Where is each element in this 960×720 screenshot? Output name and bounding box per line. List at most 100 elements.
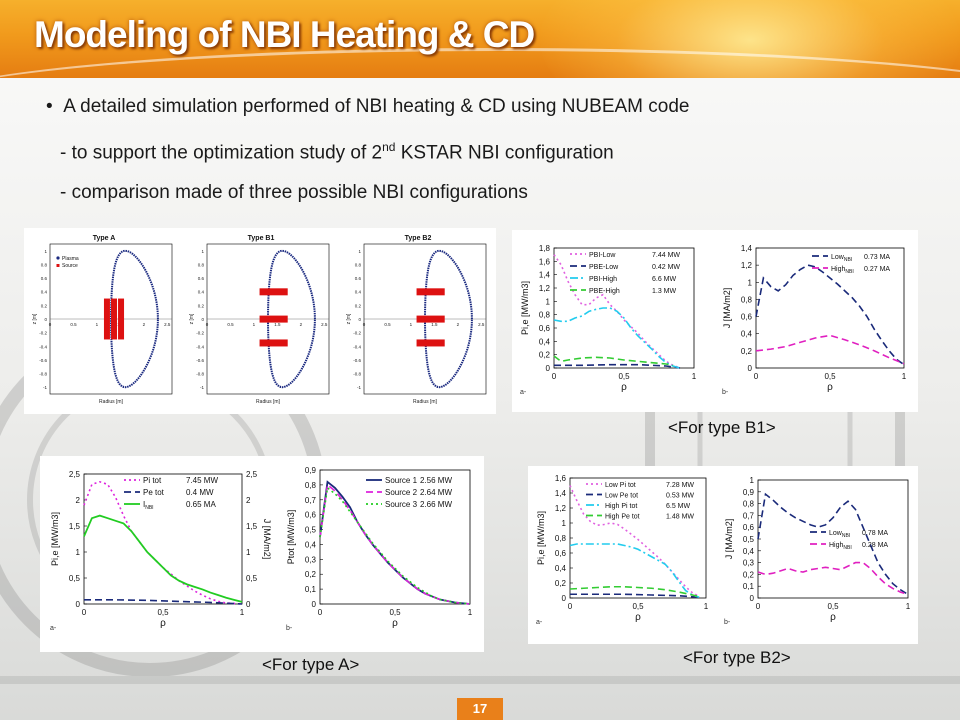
b2b-legend-value: 0.78 MA xyxy=(862,530,888,537)
aa-legend-sub: NBI xyxy=(145,505,153,511)
geom-ytick: -0.6 xyxy=(196,358,204,363)
b1b-ytick-label: 0,2 xyxy=(741,347,753,356)
aa-xtick-label: 0 xyxy=(82,608,87,617)
geom-ytick: 0 xyxy=(44,317,47,322)
geom-xtick: 2 xyxy=(143,322,146,327)
b2a-legend-label: Low Pe tot xyxy=(605,493,638,500)
b1a-ytick-label: 1,6 xyxy=(539,257,551,266)
b1b-xtick-label: 1 xyxy=(902,372,907,381)
geom-xtick: 0.5 xyxy=(70,322,77,327)
aa-legend-label: Pe tot xyxy=(143,488,165,497)
b1a-xaxis-label: ρ xyxy=(621,382,627,393)
b2b-ytick-label: 0,8 xyxy=(743,500,755,509)
aa-legend-label: Pi tot xyxy=(143,476,162,485)
b2b-ytick-label: 0 xyxy=(750,594,755,603)
geom-source-bar xyxy=(259,339,288,347)
ab-legend-value: 2.64 MW xyxy=(420,488,452,497)
geom-ytick: 0.6 xyxy=(198,276,205,281)
b1b-plot-frame xyxy=(755,247,905,369)
ab-ytick-label: 0,6 xyxy=(305,511,317,520)
caption-b1: <For type B1> xyxy=(668,418,776,437)
b2a-xtick-label: 1 xyxy=(704,602,709,611)
ab-xaxis-label: ρ xyxy=(392,618,398,629)
geom-ytick: 0 xyxy=(358,317,361,322)
ab-ytick-label: 0,7 xyxy=(305,496,317,505)
b1-figure: 0 0,2 0,4 0,6 0,8 1 1,2 1,4 1,6 1,8 0 0,5 1 ρ Pi,e [MW… xyxy=(512,230,918,412)
aa-yaxis-right-label: J [MA/m2] xyxy=(262,519,272,560)
b1b-series-line-2 xyxy=(755,334,905,365)
ab-ytick-label: 0,9 xyxy=(305,466,317,475)
b2a-legend-name: Low Pi tot xyxy=(605,482,636,489)
b1b-legend-label: LowNBI xyxy=(831,254,852,263)
b1a-legend-label: PBI-Low xyxy=(589,252,616,259)
b2b-legend-value: 0.28 MA xyxy=(862,542,888,549)
ab-ytick-label: 0 xyxy=(312,600,317,609)
geom-panel-title-1: Type A xyxy=(93,235,116,242)
b1b-ytick-label: 0,8 xyxy=(741,295,753,304)
geom-ytick: 0.8 xyxy=(41,262,48,267)
b1a-series-line-2 xyxy=(554,363,681,369)
b2a-ytick-label: 0,2 xyxy=(555,579,567,588)
geom-xtick: 1 xyxy=(96,322,99,327)
b1a-series-line-1 xyxy=(553,254,681,369)
b2a-xtick-label: 0,5 xyxy=(632,602,644,611)
ab-legend-name: Source 3 xyxy=(385,500,418,509)
geom-legend-plasma-marker xyxy=(56,256,60,260)
b2a-series-line-4 xyxy=(569,585,700,598)
aa-legend-name: I xyxy=(143,500,145,509)
b1b-legend-sub: NBI xyxy=(844,257,852,263)
aa-ytick-label: 2 xyxy=(76,496,81,505)
aa-ytick-right-label: 2 xyxy=(246,496,251,505)
aa-ytick-label: 1 xyxy=(76,548,81,557)
title-banner: Modeling of NBI Heating & CD xyxy=(0,0,960,78)
b2b-legend-name: High xyxy=(829,542,844,549)
b2a-xaxis-label: ρ xyxy=(635,612,641,623)
geom-ytick: -0.4 xyxy=(353,344,361,349)
b2-figure: 0 0,2 0,4 0,6 0,8 1 1,2 1,4 1,6 0 0,5 1 ρ Pi,e [MW/m3… xyxy=(528,466,918,644)
geom-panel-title-2: Type B1 xyxy=(248,235,275,242)
b1b-xtick-label: 0,5 xyxy=(824,372,836,381)
b2a-ytick-label: 0,4 xyxy=(555,564,567,573)
b2b-plot-frame xyxy=(757,479,909,599)
b2a-legend-value: 7.28 MW xyxy=(666,482,694,489)
aa-legend-name: Pe tot xyxy=(143,488,165,497)
ab-xtick-label: 0,5 xyxy=(389,608,401,617)
aa-panel-tag: a- xyxy=(50,625,57,632)
geom-xtick: 0 xyxy=(206,322,209,327)
geom-source-bar xyxy=(259,315,288,323)
geom-xtick: 0.5 xyxy=(227,322,234,327)
b1b-ytick-label: 0 xyxy=(748,364,753,373)
b2b-xaxis-label: ρ xyxy=(830,612,836,623)
b2b-ytick-label: 0,9 xyxy=(743,488,755,497)
aa-ytick-right-label: 0,5 xyxy=(246,574,258,583)
geom-ytick: -0.6 xyxy=(353,358,361,363)
caption-b2: <For type B2> xyxy=(683,648,791,667)
geom-ytick: 0.2 xyxy=(355,303,362,308)
geom-xtick: 1 xyxy=(253,322,256,327)
subpoint-1-text: - to support the optimization study of 2 xyxy=(60,142,383,164)
geom-yaxis-label: z [m] xyxy=(32,313,38,324)
aa-series-line-3 xyxy=(83,514,243,603)
ab-legend-value: 2.66 MW xyxy=(420,500,452,509)
b1b-series-line-1 xyxy=(755,264,905,366)
geom-ytick: -1 xyxy=(357,385,361,390)
b2a-ytick-label: 0,6 xyxy=(555,549,567,558)
config-geometry-figure: Type A 1 0.8 0.6 0.4 0.2 0 -0.2 -0.4 -0.6 -0.8 -1 0 0… xyxy=(24,228,496,414)
b2b-ytick-label: 1 xyxy=(750,476,755,485)
geom-source-bar xyxy=(103,298,110,340)
b1b-ytick-label: 1,4 xyxy=(741,244,753,253)
b1a-legend-name: PBE-High xyxy=(589,288,620,295)
b2a-series-line-3 xyxy=(569,543,700,599)
geom-xtick: 1 xyxy=(410,322,413,327)
geom-ytick: -0.4 xyxy=(196,344,204,349)
bullet-text: A detailed simulation performed of NBI h… xyxy=(63,96,690,117)
geom-source-bar xyxy=(416,339,445,347)
b1b-ytick-label: 0,4 xyxy=(741,330,753,339)
geom-legend-source-marker xyxy=(56,264,60,267)
geom-ytick: -0.6 xyxy=(39,358,47,363)
geom-ytick: 0.6 xyxy=(355,276,362,281)
aa-legend-value: 7.45 MW xyxy=(186,476,218,485)
aa-ytick-label: 0 xyxy=(76,600,81,609)
b1a-plot-frame xyxy=(553,247,695,369)
